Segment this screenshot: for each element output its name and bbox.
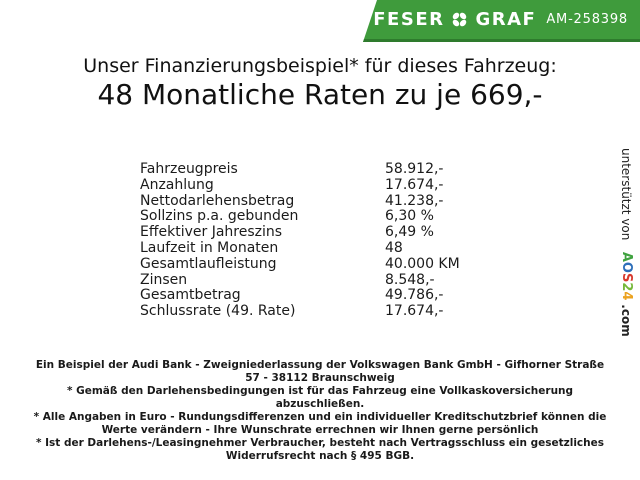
row-value: 6,49 %	[385, 224, 434, 241]
row-value: 48	[385, 239, 403, 256]
offer-reference-number: AM-258398	[546, 12, 628, 27]
footnote-bank: Ein Beispiel der Audi Bank - Zweignieder…	[35, 359, 605, 384]
row-value: 17.674,-	[385, 176, 444, 193]
logo-letter-a: A	[619, 251, 634, 262]
row-value: 58.912,-	[385, 161, 444, 177]
legal-footnotes: Ein Beispiel der Audi Bank - Zweignieder…	[30, 359, 610, 463]
table-row: Gesamtbetrag 49.786,-	[140, 288, 500, 304]
row-value: 49.786,-	[385, 287, 444, 304]
aos24-logo: AOS24	[619, 252, 634, 301]
row-label: Zinsen	[140, 271, 188, 288]
row-label: Nettodarlehensbetrag	[140, 192, 295, 209]
row-value: 17.674,-	[385, 303, 444, 320]
headline: Unser Finanzierungsbeispiel* für dieses …	[10, 55, 630, 111]
footnote-withdrawal: * Ist der Darlehens-/Leasingnehmer Verbr…	[35, 437, 604, 462]
footnote-insurance: * Gemäß den Darlehensbedingungen ist für…	[66, 385, 574, 410]
row-label: Anzahlung	[140, 176, 214, 193]
row-value: 8.548,-	[385, 271, 435, 288]
row-value: 6,30 %	[385, 208, 434, 225]
row-label: Laufzeit in Monaten	[140, 239, 279, 256]
table-row: Anzahlung 17.674,-	[140, 176, 500, 194]
row-label: Sollzins p.a. gebunden	[140, 208, 299, 225]
headline-rate: 48 Monatliche Raten zu je 669,-	[97, 78, 543, 111]
row-label: Effektiver Jahreszins	[140, 224, 283, 241]
row-label: Gesamtlaufleistung	[140, 255, 277, 272]
table-row: Schlussrate (49. Rate) 17.674,-	[140, 303, 500, 320]
logo-letter-4: 4	[619, 291, 634, 301]
logo-letter-o: O	[619, 261, 634, 273]
dealer-banner: FESER GRAF AM-258398	[363, 0, 640, 42]
brand-name-left: FESER	[373, 9, 445, 30]
table-row: Sollzins p.a. gebunden 6,30 %	[140, 209, 500, 225]
logo-letter-s: S	[619, 272, 634, 283]
logo-domain-suffix: .com	[619, 304, 633, 337]
brand-name-right: GRAF	[475, 9, 537, 30]
table-row: Laufzeit in Monaten 48	[140, 239, 500, 257]
supported-by-strip: unterstützt von AOS24 .com	[619, 148, 634, 378]
table-row: Effektiver Jahreszins 6,49 %	[140, 224, 500, 241]
table-row: Nettodarlehensbetrag 41.238,-	[140, 192, 500, 210]
supported-by-label: unterstützt von	[619, 148, 633, 241]
footnote-euro: * Alle Angaben in Euro - Rundungsdiffere…	[33, 411, 607, 436]
row-label: Fahrzeugpreis	[140, 161, 238, 177]
row-label: Schlussrate (49. Rate)	[140, 303, 296, 320]
financing-table: Fahrzeugpreis 58.912,- Anzahlung 17.674,…	[140, 161, 500, 320]
table-row: Fahrzeugpreis 58.912,-	[140, 161, 500, 178]
logo-letter-2: 2	[619, 282, 634, 292]
headline-subtitle: Unser Finanzierungsbeispiel* für dieses …	[83, 55, 557, 77]
clover-icon	[451, 11, 468, 28]
table-row: Zinsen 8.548,-	[140, 271, 500, 289]
row-label: Gesamtbetrag	[140, 287, 241, 304]
table-row: Gesamtlaufleistung 40.000 KM	[140, 255, 500, 273]
row-value: 41.238,-	[385, 192, 444, 209]
row-value: 40.000 KM	[385, 255, 460, 272]
